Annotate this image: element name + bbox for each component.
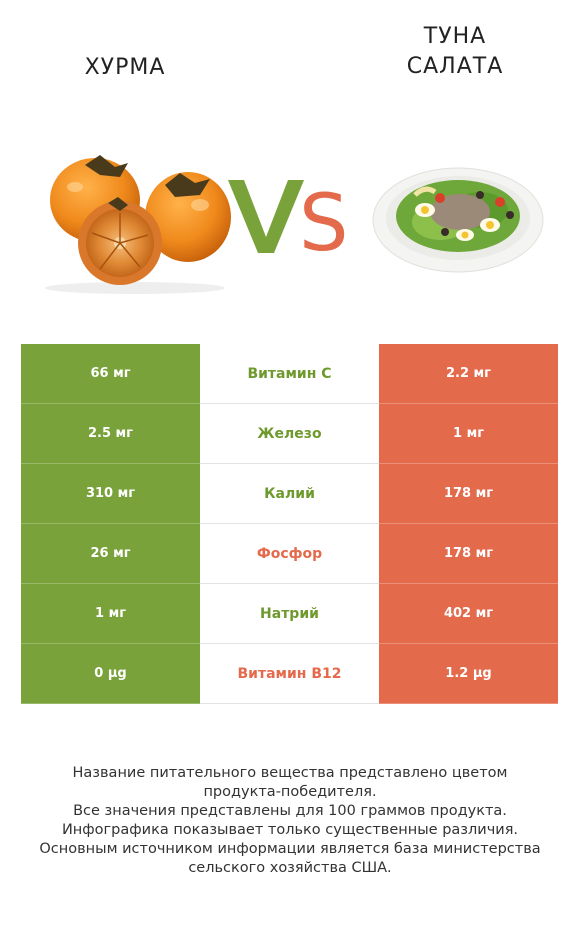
left-value: 66 мг <box>21 344 200 404</box>
nutrient-label: Фосфор <box>200 524 379 583</box>
left-value: 0 µg <box>21 644 200 704</box>
left-food-title: ХУРМА <box>84 55 166 80</box>
left-value: 2.5 мг <box>21 404 200 464</box>
left-value: 1 мг <box>21 584 200 644</box>
table-row: 2.5 мг Железо 1 мг <box>21 404 558 464</box>
right-value: 2.2 мг <box>379 344 558 404</box>
nutrient-label: Витамин C <box>200 344 379 403</box>
persimmon-image <box>45 155 231 294</box>
right-value: 178 мг <box>379 464 558 524</box>
comparison-table: 66 мг Витамин C 2.2 мг 2.5 мг Железо 1 мг 310 … <box>21 344 558 704</box>
left-value: 26 мг <box>21 524 200 584</box>
footer-line: Название питательного вещества представл… <box>72 765 508 781</box>
vs-label: S <box>228 179 349 265</box>
table-row: 66 мг Витамин C 2.2 мг <box>21 344 558 404</box>
right-value: 1.2 µg <box>379 644 558 704</box>
footer-notes: Название питательного вещества представл… <box>20 764 560 878</box>
footer-line: Все значения представлены для 100 граммо… <box>73 803 507 819</box>
tuna-salad-image <box>372 167 544 273</box>
table-row: 0 µg Витамин B12 1.2 µg <box>21 644 558 704</box>
right-value: 178 мг <box>379 524 558 584</box>
nutrient-label: Натрий <box>200 584 379 643</box>
table-row: 310 мг Калий 178 мг <box>21 464 558 524</box>
right-value: 402 мг <box>379 584 558 644</box>
table-row: 1 мг Натрий 402 мг <box>21 584 558 644</box>
footer-line: продукта-победителя. <box>203 784 377 800</box>
right-food-title: ТУНА САЛАТА <box>406 24 504 79</box>
vs-s-letter: S <box>299 179 349 265</box>
nutrient-label: Калий <box>200 464 379 523</box>
nutrient-label: Железо <box>200 404 379 463</box>
left-value: 310 мг <box>21 464 200 524</box>
footer-line: сельского хозяйства США. <box>188 860 392 876</box>
table-row: 26 мг Фосфор 178 мг <box>21 524 558 584</box>
nutrient-label: Витамин B12 <box>200 644 379 703</box>
footer-line: Инфографика показывает только существенн… <box>61 822 519 838</box>
right-value: 1 мг <box>379 404 558 464</box>
footer-line: Основным источником информации является … <box>39 841 541 857</box>
